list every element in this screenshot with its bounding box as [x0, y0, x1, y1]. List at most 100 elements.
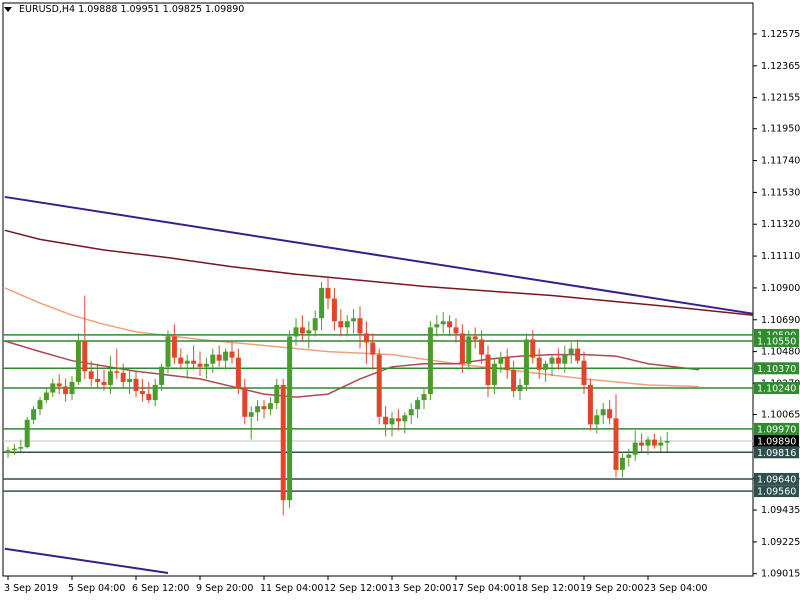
y-tick-label: 1.09435 [761, 505, 800, 516]
y-tick-label: 1.12365 [761, 61, 800, 72]
candle-body [165, 336, 171, 367]
lower-trend [4, 547, 169, 574]
level-label-box [754, 381, 799, 394]
x-tick-label: 11 Sep 04:00 [260, 583, 323, 594]
candle-body [95, 378, 101, 382]
candle-body [197, 363, 203, 367]
candle-body [133, 378, 139, 392]
candle-body [511, 369, 517, 392]
chevron-down-icon[interactable] [4, 7, 12, 12]
candle-body [229, 351, 235, 358]
candle-body [645, 439, 651, 446]
candle-body [440, 321, 446, 325]
candle-body [639, 442, 645, 446]
candle-body [363, 333, 369, 343]
candle-body [658, 442, 664, 446]
candle-body [383, 416, 389, 425]
y-tick-label: 1.10690 [761, 315, 800, 326]
upper-trend [4, 195, 754, 315]
candle-body [88, 371, 94, 379]
candle-body [575, 348, 581, 361]
candle-body [242, 387, 248, 417]
candle-body [235, 357, 241, 388]
candle-body [344, 321, 350, 328]
candle-body [127, 378, 133, 382]
candle-body [248, 412, 254, 417]
candle-body [632, 442, 638, 455]
y-tick-label: 1.10900 [761, 283, 800, 294]
candle-body [376, 354, 382, 417]
level-label: 1.10370 [757, 364, 796, 375]
candle-body [293, 327, 299, 337]
level-label-box [754, 422, 799, 435]
candle-body [146, 394, 152, 401]
candle-body [421, 394, 427, 401]
candle-body [453, 327, 459, 334]
candle-body [75, 340, 81, 382]
candle-body [555, 357, 561, 364]
candle-body [523, 339, 529, 385]
candle-body [581, 360, 587, 385]
candle-body [255, 406, 261, 413]
candle-body [351, 318, 357, 322]
x-tick-label: 13 Sep 20:00 [388, 583, 451, 594]
candle-body [306, 330, 312, 334]
candle-body [491, 363, 497, 385]
candle-body [479, 339, 485, 355]
candle-body [370, 342, 376, 355]
y-tick-label: 1.11950 [761, 124, 800, 135]
level-label-box [754, 472, 799, 485]
candle-body [402, 415, 408, 422]
candle-body [37, 400, 43, 410]
candle-body [24, 419, 30, 448]
candle-body [107, 371, 113, 385]
candle-body [587, 384, 593, 425]
candle-body [357, 318, 363, 334]
candle-body [415, 400, 421, 410]
y-tick-label: 1.10480 [761, 347, 800, 358]
candle-body [543, 363, 549, 370]
candle-body [434, 324, 440, 328]
candle-body [18, 447, 24, 449]
x-tick-label: 12 Sep 12:00 [324, 583, 387, 594]
candle-body [223, 351, 229, 361]
y-tick-label: 1.11530 [761, 187, 800, 198]
candle-body [568, 348, 574, 355]
candle-body [607, 409, 613, 419]
candle-body [466, 336, 472, 364]
candle-body [31, 409, 37, 420]
level-label: 1.09640 [757, 474, 796, 485]
ma-mid-salmon [4, 287, 700, 388]
chart-title: EURUSD,H4 1.09888 1.09951 1.09825 1.0989… [4, 4, 244, 15]
candle-body [191, 360, 197, 364]
level-label: 1.10240 [757, 383, 796, 394]
candle-body [325, 287, 331, 299]
candle-body [63, 386, 69, 395]
candle-body [139, 391, 145, 395]
candle-body [395, 418, 401, 422]
candle-body [613, 418, 619, 470]
y-tick-label: 1.12575 [761, 29, 800, 40]
x-tick-label: 23 Sep 04:00 [644, 583, 707, 594]
x-tick-label: 5 Sep 04:00 [68, 583, 125, 594]
candle-body [5, 450, 11, 454]
x-tick-label: 6 Sep 12:00 [132, 583, 189, 594]
level-label: 1.09970 [757, 424, 796, 435]
candle-body [338, 321, 344, 328]
y-tick-label: 1.10065 [761, 410, 800, 421]
candle-body [274, 384, 280, 404]
y-tick-label: 1.09015 [761, 569, 800, 580]
candle-body [159, 366, 165, 385]
candle-body [171, 336, 177, 358]
candle-body [331, 298, 337, 322]
level-label-box [754, 446, 799, 459]
candle-body [459, 333, 465, 364]
candle-body [530, 339, 536, 358]
candle-body [504, 357, 510, 370]
candle-body [152, 384, 158, 401]
candle-body [498, 357, 504, 364]
candle-body [549, 357, 555, 364]
candle-body [664, 441, 670, 443]
